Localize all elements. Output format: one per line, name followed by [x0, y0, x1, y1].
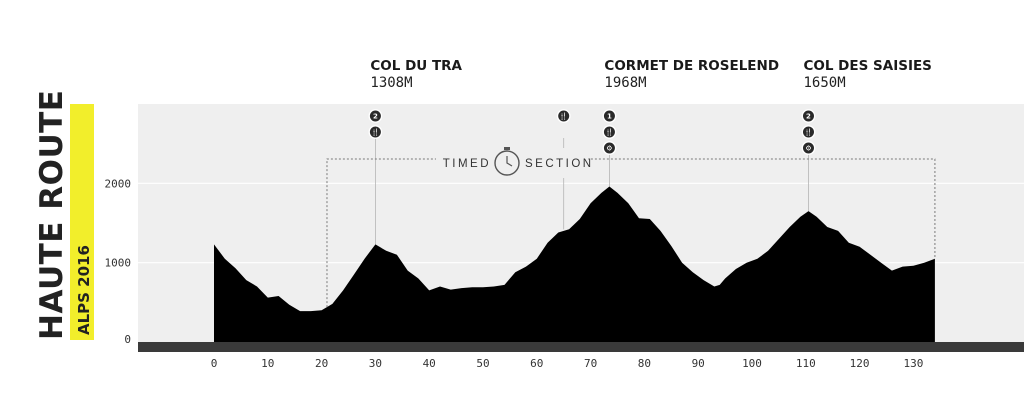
- y-tick-label: 0: [124, 333, 131, 346]
- station-badge: 2: [801, 109, 816, 123]
- baseline-bar: [138, 342, 1024, 352]
- x-axis-ticks: 0 10 20 30 40 50 60 70 80 90 100 110 120 130: [211, 357, 924, 370]
- x-tick-label: 110: [796, 357, 816, 370]
- elevation-area: [214, 186, 935, 342]
- peak-name: CORMET DE ROSELEND: [604, 58, 779, 74]
- x-tick-label: 10: [261, 357, 274, 370]
- brand-accent-bar: [70, 104, 94, 340]
- x-tick-label: 120: [850, 357, 870, 370]
- peak-badges: 2 🍴 1 🍴 ⚙ 2 🍴 ⚙ 🍴: [368, 109, 816, 155]
- station-badge-label: 2: [806, 113, 811, 121]
- station-badge-label: ⚙: [606, 145, 612, 153]
- x-tick-label: 50: [476, 357, 489, 370]
- station-badge-label: 🍴: [804, 128, 813, 137]
- x-tick-label: 30: [369, 357, 382, 370]
- station-badge: 🍴: [368, 125, 383, 139]
- x-tick-label: 80: [638, 357, 651, 370]
- station-badge: 1: [602, 109, 617, 123]
- x-tick-label: 20: [315, 357, 328, 370]
- x-tick-label: 0: [211, 357, 218, 370]
- station-badge-label: ⚙: [805, 145, 811, 153]
- station-badge-label: 🍴: [605, 128, 614, 137]
- x-tick-label: 130: [903, 357, 923, 370]
- timed-label: TIMED: [443, 158, 491, 170]
- station-badge-label: 🍴: [371, 128, 380, 137]
- station-badge: ⚙: [602, 141, 617, 155]
- peak-name: COL DU TRA: [370, 58, 462, 74]
- y-tick-label: 2000: [105, 177, 132, 190]
- peak-name: COL DES SAISIES: [803, 58, 931, 74]
- x-tick-label: 90: [692, 357, 705, 370]
- station-badge-label: 1: [607, 113, 612, 121]
- x-tick-label: 100: [742, 357, 762, 370]
- station-badge: ⚙: [801, 141, 816, 155]
- stopwatch-icon: [494, 147, 520, 176]
- brand-subtitle: ALPS 2016: [75, 245, 93, 335]
- peak-altitude: 1968M: [604, 75, 646, 91]
- station-badge-label: 2: [373, 113, 378, 121]
- station-badge: 🍴: [556, 109, 571, 123]
- timed-section-bracket: TIMED SECTION: [326, 147, 936, 308]
- station-badge: 2: [368, 109, 383, 123]
- station-badge: 🍴: [801, 125, 816, 139]
- x-tick-label: 60: [530, 357, 543, 370]
- timed-label-background: [436, 148, 588, 178]
- y-axis-ticks: 0 1000 2000: [105, 177, 132, 346]
- station-badge: 🍴: [602, 125, 617, 139]
- peak-altitude: 1650M: [803, 75, 845, 91]
- section-label: SECTION: [525, 158, 594, 170]
- x-tick-label: 40: [423, 357, 436, 370]
- y-tick-label: 1000: [105, 257, 132, 270]
- brand-title: HAUTE ROUTE: [34, 90, 70, 341]
- station-badge-label: 🍴: [559, 112, 568, 121]
- timed-section-line: [326, 158, 936, 308]
- peak-altitude: 1308M: [370, 75, 412, 91]
- x-tick-label: 70: [584, 357, 597, 370]
